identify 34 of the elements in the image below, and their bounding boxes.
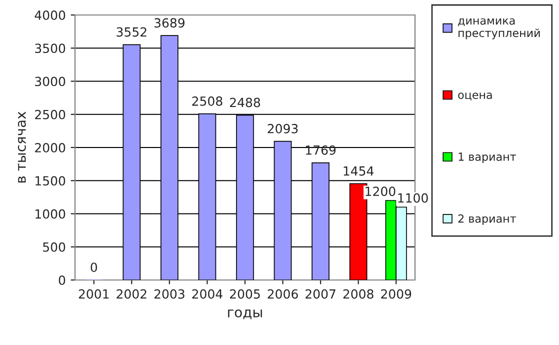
x-tick-label: 2003 — [154, 289, 184, 299]
data-label: 3689 — [154, 18, 184, 28]
data-label: 2488 — [230, 98, 260, 108]
y-tick-label: 2000 — [35, 142, 66, 152]
x-tick-label: 2008 — [343, 289, 374, 299]
legend-label: 2 вариант — [458, 214, 516, 225]
y-tick-label: 1000 — [36, 209, 66, 219]
data-label: 0 — [90, 262, 98, 272]
y-tick-label: 3500 — [35, 44, 66, 54]
x-tick-label: 2009 — [381, 289, 412, 299]
y-tick-label: 3000 — [35, 76, 66, 86]
x-tick-label: 2007 — [306, 289, 336, 299]
x-axis-title: годы — [228, 309, 262, 320]
data-label: 1100 — [398, 193, 428, 203]
x-tick-label: 2004 — [192, 289, 222, 299]
x-tick-label: 2002 — [116, 289, 146, 299]
data-label: 1200 — [366, 186, 396, 196]
x-tick-label: 2006 — [268, 289, 298, 299]
legend-label: оцена — [458, 92, 492, 100]
data-label: 2508 — [192, 96, 222, 106]
y-axis-title: в тысячах — [18, 112, 26, 183]
y-tick-label: 0 — [58, 275, 66, 285]
data-label: 2093 — [268, 124, 298, 134]
legend-label: 1 вариант — [458, 152, 516, 164]
y-tick-label: 1500 — [36, 176, 66, 186]
data-label: 3552 — [116, 27, 146, 37]
x-tick-label: 2001 — [78, 289, 109, 299]
y-tick-label: 4000 — [34, 10, 66, 20]
x-tick-label: 2005 — [230, 289, 260, 299]
data-label: 1454 — [344, 166, 374, 176]
y-tick-label: 500 — [43, 242, 66, 252]
data-label: 1769 — [306, 145, 336, 155]
y-tick-label: 2500 — [35, 110, 66, 120]
legend-label: динамика преступлений — [458, 18, 540, 40]
